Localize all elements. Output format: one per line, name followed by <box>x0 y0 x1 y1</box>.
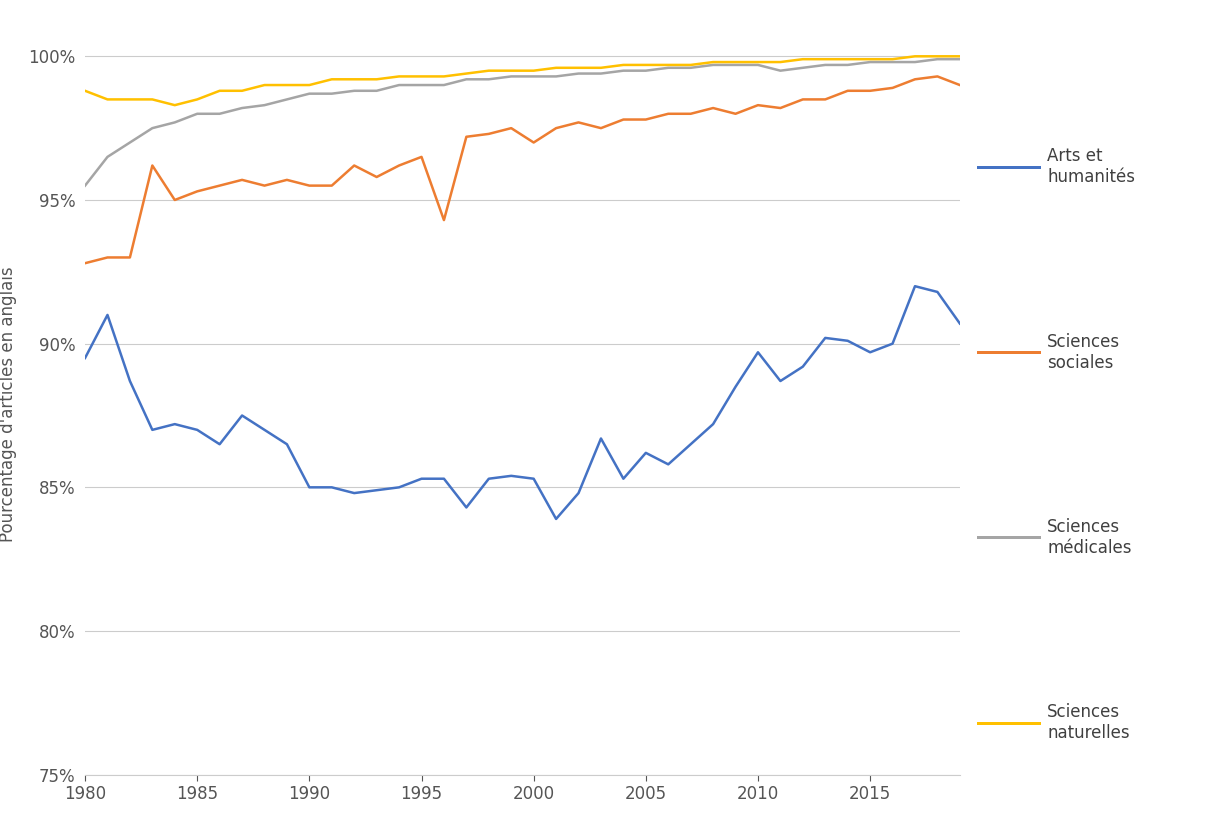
Text: Sciences
sociales: Sciences sociales <box>1047 332 1120 372</box>
Text: Sciences
naturelles: Sciences naturelles <box>1047 703 1130 742</box>
Text: Arts et
humanités: Arts et humanités <box>1047 147 1135 186</box>
Y-axis label: Pourcentage d'articles en anglais: Pourcentage d'articles en anglais <box>0 267 17 541</box>
Text: Sciences
médicales: Sciences médicales <box>1047 518 1132 556</box>
